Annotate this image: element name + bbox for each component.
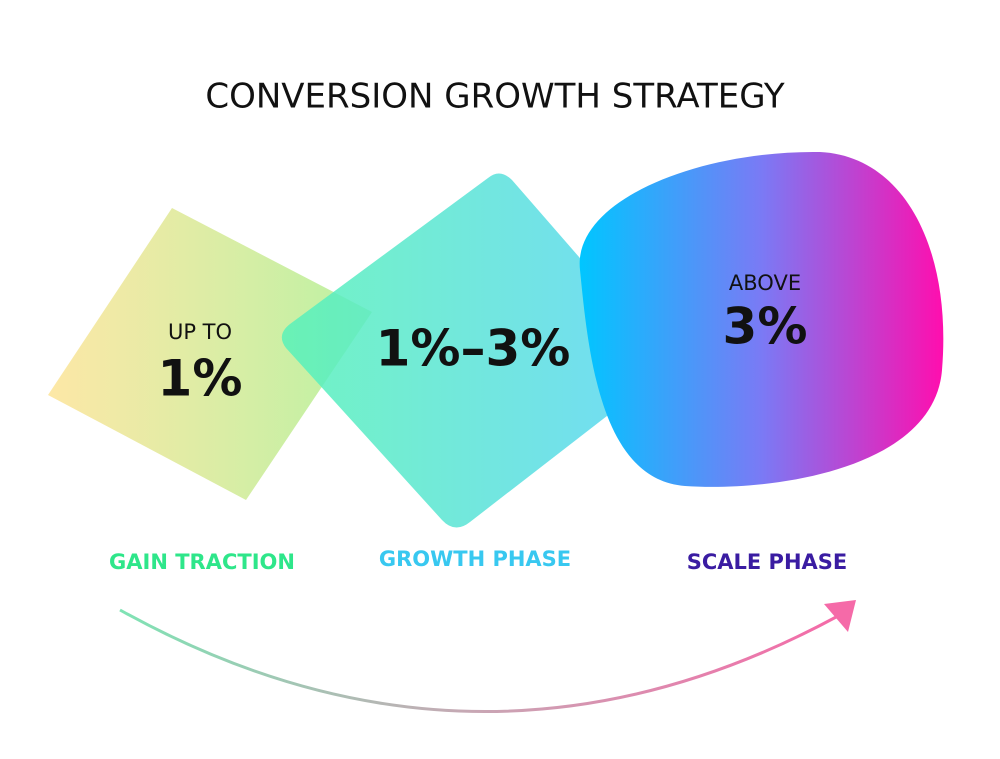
stage-label: SCALE PHASE (687, 550, 848, 574)
arrow-head (824, 600, 856, 632)
progress-arrow (119, 608, 839, 713)
stage-value: 1% (158, 350, 243, 408)
stage-value: 1%–3% (376, 320, 571, 378)
stage-prefix: UP TO (168, 320, 232, 344)
stage-shape (281, 173, 665, 528)
title: CONVERSION GROWTH STRATEGY (205, 77, 785, 117)
stage-label: GROWTH PHASE (379, 547, 571, 571)
stage-prefix: ABOVE (729, 271, 801, 295)
stage-value: 3% (723, 298, 808, 356)
stage-shape (48, 208, 372, 500)
stage-label: GAIN TRACTION (109, 550, 295, 574)
stage-shape (579, 151, 944, 487)
